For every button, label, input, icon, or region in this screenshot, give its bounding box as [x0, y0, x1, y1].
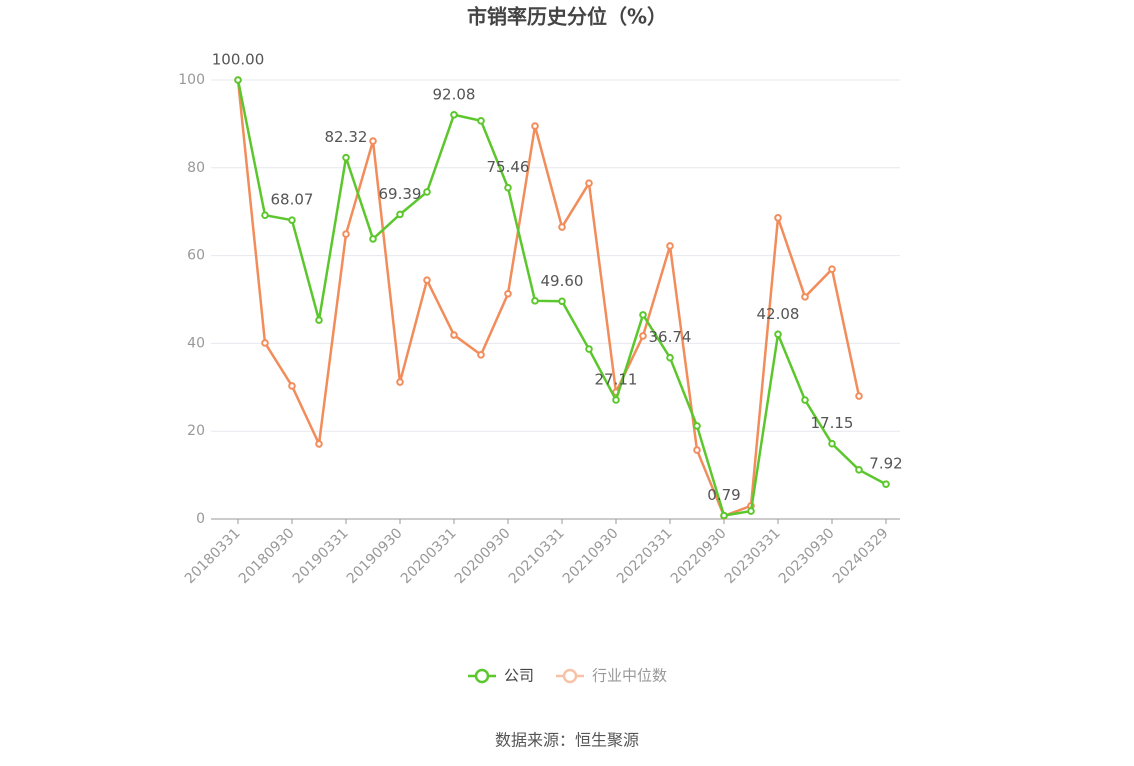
point: [720, 511, 728, 520]
point: [558, 297, 566, 306]
data-label: 92.08: [433, 85, 476, 103]
point: [585, 345, 593, 353]
data-label: 36.74: [649, 328, 692, 346]
source: 数据来源：恒生聚源: [495, 731, 639, 750]
point: [531, 122, 539, 130]
data-label: 82.32: [325, 128, 368, 146]
data-label: 69.39: [379, 185, 422, 203]
chart-title: 市销率历史分位（%）: [467, 5, 667, 29]
point: [693, 422, 701, 430]
x-tick-label: 20180930: [236, 525, 298, 587]
x-tick-label: 20200930: [452, 525, 514, 587]
data-label: 0.79: [707, 486, 740, 504]
y-tick-label: 60: [187, 248, 205, 264]
point: [855, 466, 863, 474]
point: [882, 480, 890, 489]
x-tick-label: 20230331: [722, 525, 784, 587]
point: [342, 230, 350, 238]
point: [774, 214, 782, 222]
data-label: 42.08: [757, 305, 800, 323]
data-label: 100.00: [212, 51, 265, 69]
series-line: [236, 79, 861, 518]
point: [234, 76, 242, 84]
x-tick-label: 20190930: [344, 525, 406, 587]
legend-marker: [474, 668, 490, 684]
point: [423, 188, 431, 196]
point: [612, 396, 620, 404]
point: [261, 339, 269, 347]
point: [315, 440, 323, 448]
point: [477, 117, 485, 125]
point: [504, 183, 512, 192]
y-tick-label: 100: [178, 72, 205, 88]
data-label: 17.15: [811, 414, 854, 432]
x-tick-label: 20230930: [776, 525, 838, 587]
point: [639, 332, 647, 340]
point: [747, 507, 755, 515]
point: [396, 210, 404, 219]
y-tick-label: 40: [187, 335, 205, 351]
point: [315, 316, 323, 324]
point: [666, 353, 674, 362]
x-tick-label: 20240329: [830, 525, 892, 587]
x-tick-label: 20200331: [398, 525, 460, 587]
point: [342, 153, 350, 162]
point: [477, 351, 485, 359]
point: [828, 265, 836, 274]
point: [450, 331, 458, 339]
y-tick-label: 80: [187, 160, 205, 176]
point: [396, 378, 404, 386]
x-tick-label: 20210331: [506, 525, 568, 587]
point: [774, 330, 782, 339]
legend-marker: [562, 668, 578, 684]
point: [369, 235, 377, 243]
point: [693, 446, 701, 454]
data-label: 7.92: [869, 455, 902, 473]
point: [639, 311, 647, 319]
point: [666, 242, 674, 250]
data-label: 75.46: [487, 158, 530, 176]
point: [531, 297, 539, 305]
point: [504, 289, 512, 298]
point: [261, 211, 269, 220]
x-tick-label: 20220331: [614, 525, 676, 587]
data-label: 49.60: [541, 272, 584, 290]
point: [801, 396, 809, 404]
point: [423, 276, 431, 284]
x-tick-label: 20210930: [560, 525, 622, 587]
point: [450, 110, 458, 119]
x-tick-label: 20220930: [668, 525, 730, 587]
point: [828, 439, 836, 448]
legend-label: 行业中位数: [592, 667, 667, 685]
point: [801, 293, 809, 301]
data-label: 68.07: [271, 191, 314, 209]
point: [585, 179, 593, 187]
point: [369, 137, 377, 145]
point: [558, 223, 566, 231]
point: [288, 382, 296, 390]
y-tick-label: 0: [196, 511, 205, 527]
y-tick-label: 20: [187, 423, 205, 439]
data-label: 27.11: [595, 370, 638, 388]
legend-label: 公司: [504, 667, 534, 685]
x-tick-label: 20180331: [182, 525, 244, 587]
point: [855, 392, 863, 400]
point: [288, 216, 296, 224]
x-tick-label: 20190331: [290, 525, 352, 587]
